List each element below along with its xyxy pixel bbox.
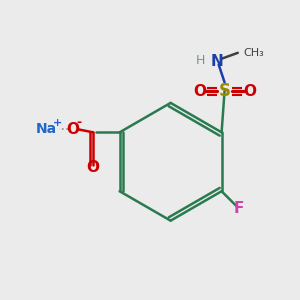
Text: N: N — [211, 54, 224, 69]
Text: F: F — [234, 201, 244, 216]
Text: -: - — [77, 116, 82, 128]
Text: CH₃: CH₃ — [244, 48, 264, 58]
Text: S: S — [219, 82, 231, 100]
Text: H: H — [196, 54, 206, 67]
Text: O: O — [193, 84, 206, 99]
Text: O: O — [66, 122, 79, 137]
Text: O: O — [87, 160, 100, 175]
Text: O: O — [243, 84, 256, 99]
Text: +: + — [53, 118, 62, 128]
Text: Na: Na — [35, 122, 57, 136]
